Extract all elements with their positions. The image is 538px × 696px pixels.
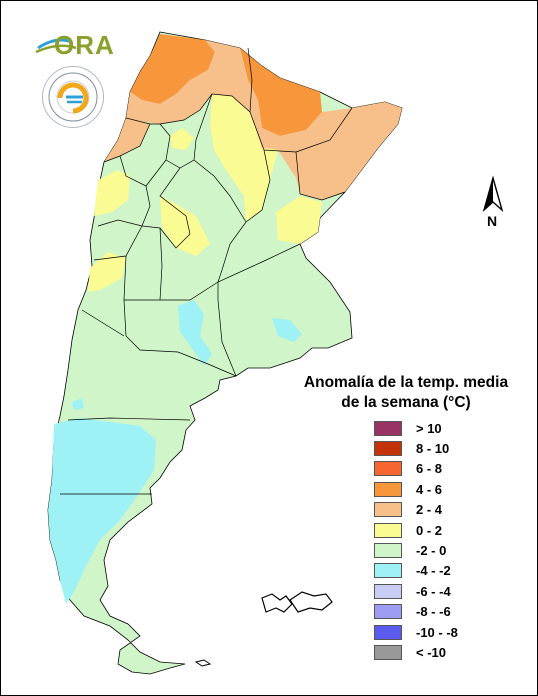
legend-swatch — [374, 624, 402, 640]
legend-swatch — [374, 441, 402, 457]
region-0-2-entre-rios — [276, 196, 322, 244]
region-0-2-mendoza — [88, 252, 126, 292]
island-tierra-del-fuego-east — [194, 659, 212, 667]
region-2-4-north — [126, 40, 402, 200]
legend-label: -2 - 0 — [416, 543, 447, 559]
legend-label: -4 - -2 — [416, 563, 451, 579]
malvinas-islands — [261, 591, 333, 613]
legend-swatch — [374, 461, 402, 477]
north-arrow-icon — [482, 175, 504, 213]
legend-item: 6 - 8 — [374, 459, 458, 479]
legend-label: -8 - -6 — [416, 604, 451, 620]
legend-swatch — [374, 563, 402, 579]
legend-swatch — [374, 522, 402, 538]
region-neg4-neg2-lapampa — [178, 300, 212, 366]
legend-title-line1: Anomalía de la temp. media — [303, 374, 509, 391]
legend-label: 4 - 6 — [416, 481, 443, 497]
region-0-2-center-north — [210, 94, 278, 222]
legend-label: < -10 — [416, 644, 446, 660]
legend-item: -4 - -2 — [374, 561, 458, 581]
legend-item: -6 - -4 — [374, 581, 458, 601]
legend-title: Anomalía de la temp. media de la semana … — [290, 373, 522, 413]
ora-logo-text: ORA — [54, 30, 115, 60]
legend-swatch — [374, 644, 402, 660]
province-borders — [60, 47, 353, 495]
legend-item: 8 - 10 — [374, 438, 458, 458]
legend-label: > 10 — [416, 420, 442, 436]
legend-label: 2 - 4 — [416, 502, 443, 518]
legend-label: -6 - -4 — [416, 583, 451, 599]
legend-label: -10 - -8 — [416, 624, 458, 640]
region-0-2-cuyo — [94, 170, 130, 216]
legend-swatch — [374, 583, 402, 599]
legend-swatch — [374, 481, 402, 497]
region-0-2-center — [160, 196, 210, 256]
legend-swatch — [374, 604, 402, 620]
region-0-2-small — [170, 128, 194, 150]
legend-title-line2: de la semana (°C) — [341, 394, 471, 411]
ora-logo — [35, 38, 77, 54]
legend-label: 6 - 8 — [416, 461, 443, 477]
legend-item: 2 - 4 — [374, 500, 458, 520]
legend-item: -8 - -6 — [374, 602, 458, 622]
legend-item: -2 - 0 — [374, 540, 458, 560]
legend-item: < -10 — [374, 642, 458, 662]
legend-item: > 10 — [374, 418, 458, 438]
legend-item: 4 - 6 — [374, 479, 458, 499]
legend: > 10 8 - 10 6 - 8 4 - 6 2 - 4 0 - 2 -2 - 0 -4 -… — [374, 418, 458, 663]
legend-item: 0 - 2 — [374, 520, 458, 540]
legend-item: -10 - -8 — [374, 622, 458, 642]
smn-seal-icon — [48, 72, 98, 122]
region-4-6-northeast — [240, 48, 322, 136]
smn-seal-logo — [42, 66, 104, 128]
region-neg4-neg2-patagonia — [48, 418, 156, 604]
legend-swatch — [374, 420, 402, 436]
legend-swatch — [374, 502, 402, 518]
legend-swatch — [374, 543, 402, 559]
legend-label: 0 - 2 — [416, 522, 443, 538]
region-neg4-neg2-coast — [72, 398, 84, 410]
region-2-4-west — [104, 118, 150, 162]
north-label: N — [487, 213, 498, 229]
region-neg4-neg2-buenosaires — [272, 318, 302, 342]
legend-label: 8 - 10 — [416, 441, 450, 457]
region-4-6-north — [130, 34, 215, 104]
